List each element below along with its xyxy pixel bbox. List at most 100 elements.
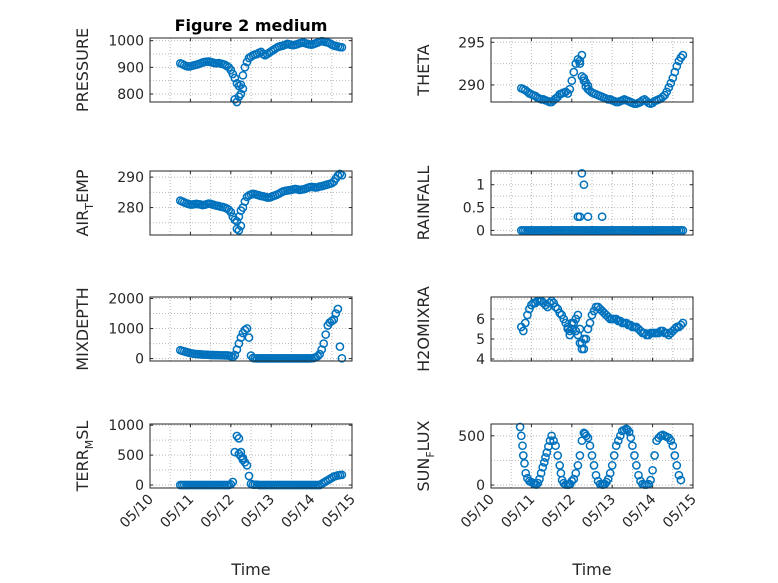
- data-point: [628, 441, 637, 451]
- data-point: [240, 62, 250, 72]
- y-tick-label: 5: [476, 332, 485, 348]
- data-point: [573, 310, 583, 320]
- y-axis-label: H2OMIXRA: [414, 286, 433, 372]
- data-point: [551, 302, 560, 312]
- y-axis-label: PRESSURE: [73, 28, 92, 112]
- axes-frame: [149, 170, 353, 236]
- data-point: [234, 226, 244, 235]
- series-points: [175, 36, 347, 107]
- y-tick-label: 1000: [108, 322, 144, 338]
- data-point: [236, 221, 246, 231]
- y-tick-label: 6: [476, 312, 485, 328]
- y-tick-label: 0: [476, 478, 485, 494]
- data-point: [624, 427, 634, 437]
- subplot-air_temp: 280 290 AIRTEMP: [73, 169, 353, 237]
- axes-frame: [490, 296, 694, 362]
- data-point: [236, 451, 246, 461]
- data-point: [244, 471, 254, 481]
- data-point: [567, 476, 577, 486]
- data-point: [650, 451, 659, 460]
- data-point: [662, 87, 672, 97]
- data-point: [583, 433, 593, 443]
- data-point: [331, 309, 341, 318]
- data-point: [648, 465, 657, 475]
- data-point: [585, 441, 595, 451]
- data-point: [518, 441, 527, 451]
- y-tick-label: 290: [117, 170, 144, 186]
- axes-background: [149, 423, 353, 489]
- axes-frame: [149, 37, 353, 103]
- axes-frame: [490, 37, 694, 103]
- data-point: [563, 89, 573, 98]
- data-point: [242, 324, 252, 333]
- series-points: [515, 422, 686, 489]
- data-point: [676, 320, 686, 330]
- data-point: [581, 431, 591, 441]
- data-point: [666, 78, 676, 88]
- data-point: [615, 431, 625, 441]
- data-point: [555, 461, 565, 470]
- y-tick-label: 280: [117, 201, 144, 217]
- data-point: [240, 325, 250, 335]
- data-point: [670, 324, 680, 334]
- data-point: [536, 468, 546, 478]
- data-point: [577, 168, 587, 178]
- data-point: [565, 330, 575, 340]
- data-point: [518, 451, 528, 460]
- data-point: [676, 53, 686, 62]
- data-point: [555, 308, 565, 318]
- data-point: [238, 453, 248, 463]
- data-point: [678, 50, 688, 60]
- data-point: [238, 70, 248, 80]
- axes-frame: [490, 423, 694, 489]
- data-point: [230, 447, 240, 457]
- y-axis-label: AIRTEMP: [73, 169, 96, 236]
- axes-frame: [490, 170, 694, 236]
- data-point: [230, 73, 240, 83]
- data-point: [573, 330, 583, 340]
- data-point: [319, 339, 329, 348]
- axes-background: [149, 37, 353, 103]
- data-point: [533, 478, 543, 488]
- data-point: [609, 451, 619, 460]
- data-point: [565, 84, 575, 94]
- data-point: [321, 330, 331, 339]
- data-point: [589, 461, 599, 470]
- data-point: [577, 72, 587, 81]
- data-point: [228, 477, 238, 487]
- subplot-pressure: 800 900 1000 PRESSURE: [73, 28, 353, 112]
- data-point: [553, 451, 563, 460]
- y-tick-label: 0.5: [463, 201, 485, 217]
- data-point: [623, 425, 632, 435]
- data-point: [676, 475, 686, 485]
- data-point: [335, 342, 345, 351]
- data-point: [587, 451, 597, 460]
- data-point: [672, 461, 682, 470]
- data-point: [579, 180, 589, 190]
- data-point: [535, 474, 544, 484]
- data-point: [234, 434, 244, 443]
- data-point: [520, 318, 530, 328]
- data-point: [516, 431, 526, 441]
- data-point: [224, 205, 234, 215]
- data-point: [545, 298, 554, 308]
- x-axis-label: Time: [230, 560, 270, 579]
- data-point: [515, 422, 525, 432]
- y-tick-label: 1000: [108, 34, 144, 50]
- data-point: [670, 451, 680, 460]
- data-point: [327, 316, 337, 326]
- y-tick-label: 2000: [108, 292, 144, 308]
- data-point: [575, 59, 585, 68]
- y-tick-label: 1000: [108, 418, 144, 434]
- data-point: [583, 81, 593, 91]
- data-point: [605, 468, 615, 478]
- data-point: [333, 304, 343, 314]
- data-point: [621, 318, 631, 328]
- data-point: [646, 475, 655, 485]
- data-point: [539, 458, 549, 467]
- data-point: [666, 436, 676, 446]
- data-point: [547, 431, 556, 441]
- axes-background: [490, 170, 694, 236]
- data-point: [571, 468, 581, 478]
